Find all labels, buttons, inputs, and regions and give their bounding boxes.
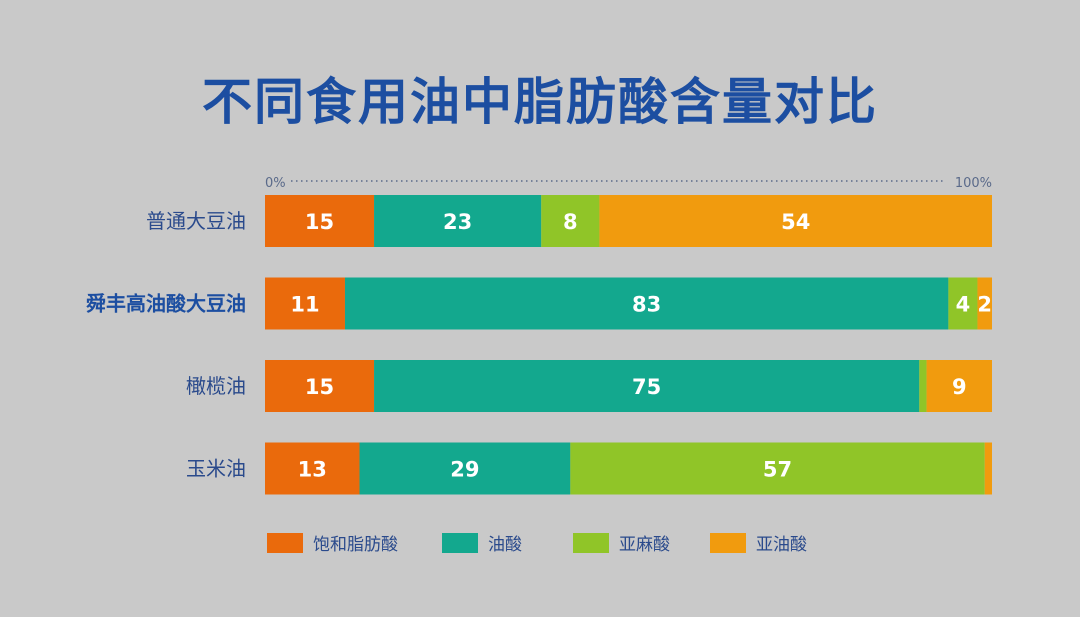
bar-segment [926, 360, 992, 412]
legend-label: 油酸 [488, 535, 522, 555]
legend-label: 亚油酸 [756, 535, 807, 555]
bar-segment [919, 360, 927, 412]
bar-segment [265, 442, 360, 495]
bar-segment [570, 442, 985, 495]
bar-segment [359, 442, 571, 495]
bar-value-label: 15 [305, 210, 334, 234]
bar-segment [374, 360, 920, 412]
category-label: 橄榄油 [186, 374, 246, 398]
bar-value-label: 54 [781, 210, 810, 234]
legend-swatch [267, 533, 303, 553]
legend-label: 亚麻酸 [619, 535, 670, 555]
legend-swatch [573, 533, 609, 553]
bar-value-label: 8 [563, 210, 578, 234]
bar-segment [265, 195, 375, 247]
bar-segment [344, 277, 949, 330]
legend-swatch [710, 533, 746, 553]
legend-swatch [442, 533, 478, 553]
bar-value-label: 11 [290, 293, 319, 317]
bar-value-label: 4 [956, 293, 971, 317]
bar-segment [374, 195, 542, 247]
x-tick-label-0: 0% [265, 176, 286, 191]
bar-value-label: 83 [632, 293, 661, 317]
bar-value-label: 75 [632, 375, 661, 399]
bar-segment [977, 277, 992, 330]
bar-value-label: 9 [952, 375, 967, 399]
bar-segment [265, 360, 375, 412]
bar-segment [541, 195, 600, 247]
bar-value-label: 57 [763, 458, 792, 482]
bar-value-label: 29 [450, 458, 479, 482]
bar-segment [948, 277, 978, 330]
bar-segment [984, 442, 992, 495]
legend-label: 饱和脂肪酸 [313, 535, 398, 555]
bar-value-label: 15 [305, 375, 334, 399]
bar-value-label: 2 [977, 293, 992, 317]
chart-title: 不同食用油中脂肪酸含量对比 [202, 73, 878, 131]
bar-value-label: 23 [443, 210, 472, 234]
bar-value-label: 13 [298, 458, 327, 482]
category-label: 舜丰高油酸大豆油 [86, 292, 246, 316]
bar-segment [265, 277, 345, 330]
bar-segment [599, 195, 992, 247]
x-tick-label-100: 100% [955, 176, 992, 191]
category-label: 普通大豆油 [146, 209, 246, 233]
category-label: 玉米油 [186, 457, 246, 481]
